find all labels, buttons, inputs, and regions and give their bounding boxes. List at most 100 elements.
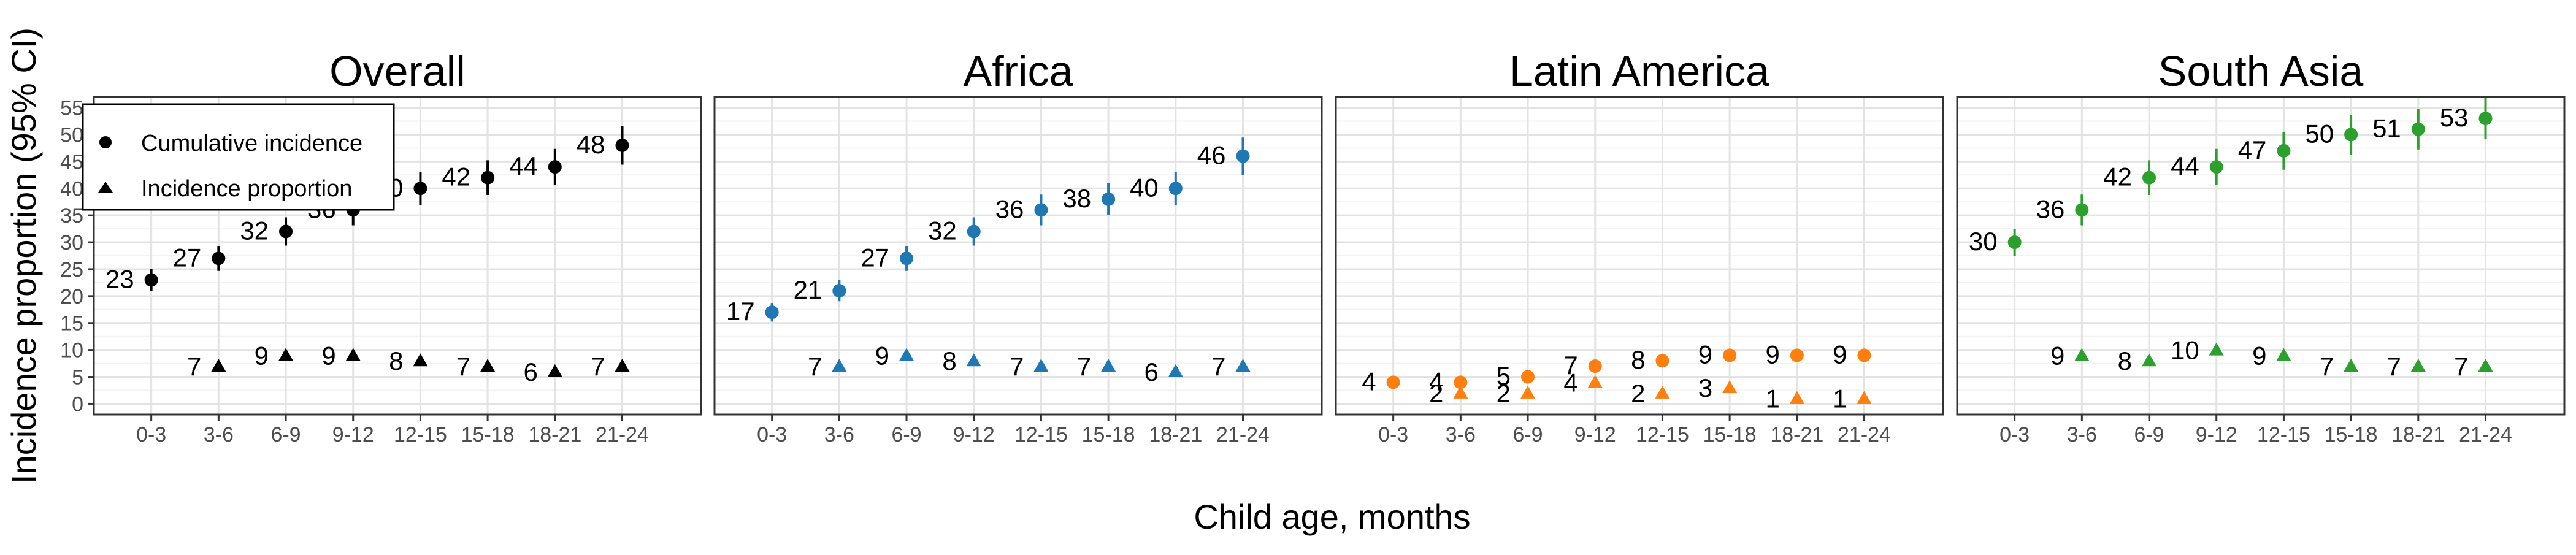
incidence-point (2074, 348, 2090, 361)
legend-circle-icon (99, 136, 112, 148)
x-tick-label: 9-12 (953, 423, 995, 446)
incidence-point (278, 348, 294, 361)
cumulative-point (832, 284, 846, 298)
y-tick-label: 0 (72, 392, 83, 416)
incidence-data-label: 7 (591, 352, 605, 381)
cumulative-point (2478, 112, 2493, 126)
x-tick-label: 15-18 (1703, 423, 1757, 446)
x-tick-label: 0-3 (1378, 423, 1408, 446)
cumulative-data-label: 9 (1833, 340, 1847, 369)
incidence-point (413, 353, 428, 367)
x-tick-label: 3-6 (824, 423, 854, 446)
cumulative-data-label: 51 (2372, 114, 2401, 143)
y-tick-label: 50 (60, 123, 83, 147)
incidence-data-label: 7 (187, 352, 201, 381)
x-tick-label: 21-24 (596, 423, 649, 446)
incidence-point (1520, 385, 1536, 399)
incidence-point (615, 358, 630, 372)
cumulative-point (279, 224, 293, 239)
panel-title: South Asia (2158, 47, 2364, 95)
cumulative-data-label: 4 (1429, 367, 1443, 396)
panel-border (93, 96, 702, 416)
incidence-data-label: 2 (1497, 379, 1511, 408)
cumulative-point (2411, 122, 2425, 136)
cumulative-data-label: 38 (1062, 184, 1091, 213)
cumulative-point (900, 251, 914, 266)
cumulative-point (144, 273, 158, 287)
legend-box (82, 103, 395, 211)
incidence-point (2410, 358, 2426, 372)
x-tick-label: 18-21 (1770, 423, 1823, 446)
cumulative-point (1588, 359, 1602, 373)
cumulative-data-label: 23 (105, 265, 134, 294)
incidence-data-label: 8 (2118, 346, 2132, 375)
cumulative-point (1386, 375, 1400, 389)
x-tick-label: 0-3 (1999, 423, 2030, 446)
cumulative-data-label: 42 (442, 163, 470, 191)
incidence-data-label: 10 (2171, 336, 2199, 365)
cumulative-point (548, 160, 562, 174)
incidence-data-label: 9 (2252, 341, 2266, 370)
cumulative-point (2007, 235, 2022, 250)
cumulative-data-label: 36 (2036, 194, 2065, 223)
x-tick-label: 9-12 (332, 423, 374, 446)
x-tick-label: 12-15 (1014, 423, 1068, 446)
y-tick-label: 25 (60, 258, 83, 281)
cumulative-point (1790, 348, 1804, 362)
cumulative-point (413, 182, 427, 196)
cumulative-point (481, 170, 495, 185)
x-tick-label: 0-3 (136, 423, 166, 446)
x-tick-label: 15-18 (2325, 423, 2378, 446)
y-tick-label: 30 (60, 231, 83, 255)
incidence-point (547, 364, 562, 377)
incidence-data-label: 9 (2050, 341, 2064, 370)
cumulative-point (2142, 170, 2156, 185)
y-tick-label: 5 (72, 366, 83, 389)
cumulative-point (1655, 354, 1669, 368)
incidence-point (1235, 358, 1251, 372)
x-tick-label: 3-6 (2067, 423, 2097, 446)
cumulative-point (2344, 128, 2358, 142)
x-tick-label: 12-15 (394, 423, 447, 446)
incidence-point (966, 353, 981, 367)
x-tick-label: 21-24 (1838, 423, 1891, 446)
cumulative-point (2075, 203, 2089, 217)
incidence-point (899, 348, 914, 361)
incidence-data-label: 1 (1833, 385, 1847, 413)
x-tick-label: 9-12 (1574, 423, 1616, 446)
cumulative-point (1168, 182, 1183, 196)
cumulative-data-label: 47 (2238, 136, 2267, 164)
incidence-data-label: 2 (1631, 379, 1645, 408)
x-tick-label: 18-21 (2391, 423, 2445, 446)
incidence-data-label: 7 (2386, 352, 2401, 381)
incidence-data-label: 2 (1429, 379, 1443, 408)
incidence-data-label: 9 (321, 341, 335, 370)
incidence-data-label: 7 (456, 352, 470, 381)
incidence-data-label: 7 (2454, 352, 2468, 381)
y-tick-label: 15 (60, 312, 83, 335)
incidence-data-label: 1 (1765, 385, 1779, 413)
x-tick-label: 15-18 (461, 423, 515, 446)
cumulative-data-label: 9 (1765, 340, 1779, 369)
cumulative-point (2209, 160, 2223, 174)
incidence-point (2344, 358, 2359, 372)
y-tick-label: 20 (60, 285, 83, 308)
cumulative-data-label: 21 (794, 275, 822, 304)
cumulative-data-label: 36 (995, 194, 1024, 223)
incidence-point (2276, 348, 2291, 361)
panel-border (1956, 96, 2566, 416)
cumulative-data-label: 32 (240, 216, 269, 245)
cumulative-point (615, 139, 629, 153)
incidence-point (1033, 358, 1049, 372)
incidence-point (480, 358, 496, 372)
cumulative-data-label: 42 (2103, 163, 2132, 191)
cumulative-data-label: 27 (861, 243, 889, 272)
y-tick-label: 10 (60, 339, 83, 362)
cumulative-data-label: 53 (2440, 103, 2469, 132)
incidence-point (1101, 358, 1116, 372)
x-tick-label: 6-9 (270, 423, 301, 446)
incidence-point (832, 358, 847, 372)
incidence-data-label: 7 (1211, 352, 1225, 381)
incidence-data-label: 6 (1144, 358, 1158, 386)
incidence-point (2142, 353, 2157, 367)
